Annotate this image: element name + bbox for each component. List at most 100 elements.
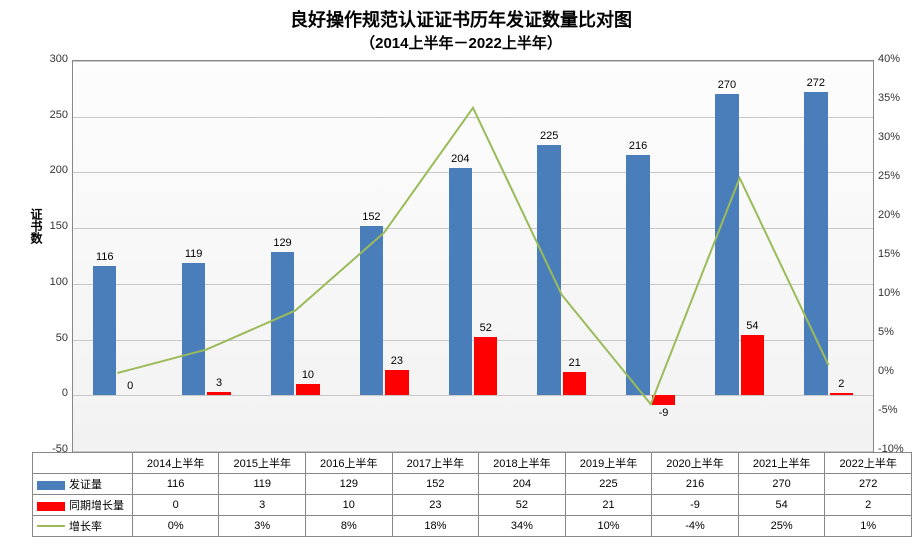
y-axis-left-label: 证书数 bbox=[28, 208, 45, 244]
legend-label: 增长率 bbox=[69, 521, 102, 533]
table-category-header: 2017上半年 bbox=[392, 453, 479, 474]
chart-title: 良好操作规范认证证书历年发证数量比对图 bbox=[0, 0, 922, 32]
table-cell: 34% bbox=[479, 516, 566, 537]
legend-cell: 同期增长量 bbox=[33, 495, 133, 516]
bar-value-label: 204 bbox=[451, 153, 469, 165]
table-cell: 116 bbox=[132, 474, 219, 495]
bar-同期增长量 bbox=[563, 372, 586, 395]
bar-发证量 bbox=[626, 155, 649, 396]
right-tick-label: 30% bbox=[878, 131, 900, 143]
left-tick-label: -50 bbox=[52, 443, 68, 455]
table-row: 增长率0%3%8%18%34%10%-4%25%1% bbox=[33, 516, 912, 537]
table-cell: 54 bbox=[738, 495, 825, 516]
bar-value-label: 23 bbox=[391, 355, 403, 367]
legend-cell: 发证量 bbox=[33, 474, 133, 495]
table-corner-cell bbox=[33, 453, 133, 474]
table-cell: 204 bbox=[479, 474, 566, 495]
right-tick-label: 35% bbox=[878, 92, 900, 104]
bar-value-label: 52 bbox=[480, 322, 492, 334]
table-cell: 21 bbox=[565, 495, 652, 516]
bar-value-label: 119 bbox=[185, 248, 203, 260]
bar-发证量 bbox=[182, 263, 205, 396]
right-tick-label: 25% bbox=[878, 170, 900, 182]
table-cell: 0 bbox=[132, 495, 219, 516]
bar-value-label: 270 bbox=[718, 79, 736, 91]
legend-swatch-icon bbox=[37, 481, 65, 490]
table-category-header: 2016上半年 bbox=[306, 453, 393, 474]
left-tick-label: 0 bbox=[62, 387, 68, 399]
table-category-header: 2018上半年 bbox=[479, 453, 566, 474]
bar-同期增长量 bbox=[207, 392, 230, 395]
bar-value-label: 116 bbox=[96, 251, 114, 263]
bar-发证量 bbox=[93, 266, 116, 395]
table-category-header: 2022上半年 bbox=[825, 453, 912, 474]
bar-value-label: 225 bbox=[540, 130, 558, 142]
data-table: 2014上半年2015上半年2016上半年2017上半年2018上半年2019上… bbox=[32, 452, 912, 537]
legend-label: 同期增长量 bbox=[69, 500, 124, 512]
table-category-header: 2021上半年 bbox=[738, 453, 825, 474]
right-tick-label: 5% bbox=[878, 326, 894, 338]
table-category-header: 2020上半年 bbox=[652, 453, 739, 474]
left-tick-label: 250 bbox=[50, 109, 68, 121]
bar-发证量 bbox=[271, 252, 294, 396]
table-cell: 225 bbox=[565, 474, 652, 495]
table-row: 发证量 116119129152204225216270272 bbox=[33, 474, 912, 495]
right-tick-label: -5% bbox=[878, 404, 898, 416]
right-tick-label: 15% bbox=[878, 248, 900, 260]
table-cell: -9 bbox=[652, 495, 739, 516]
legend-swatch-icon bbox=[37, 525, 65, 527]
bar-value-label: -9 bbox=[659, 407, 669, 419]
right-tick-label: 20% bbox=[878, 209, 900, 221]
table-cell: 52 bbox=[479, 495, 566, 516]
legend-label: 发证量 bbox=[69, 479, 102, 491]
chart-subtitle: （2014上半年－2022上半年） bbox=[0, 32, 922, 53]
table-cell: 2 bbox=[825, 495, 912, 516]
left-tick-label: 300 bbox=[50, 53, 68, 65]
gridline bbox=[73, 228, 873, 229]
bar-发证量 bbox=[804, 92, 827, 395]
table-cell: 25% bbox=[738, 516, 825, 537]
table-header-row: 2014上半年2015上半年2016上半年2017上半年2018上半年2019上… bbox=[33, 453, 912, 474]
table-cell: 216 bbox=[652, 474, 739, 495]
left-tick-label: 200 bbox=[50, 164, 68, 176]
bar-同期增长量 bbox=[385, 370, 408, 396]
table-cell: 152 bbox=[392, 474, 479, 495]
table-row: 同期增长量0310235221-9542 bbox=[33, 495, 912, 516]
bar-发证量 bbox=[537, 145, 560, 396]
table-cell: 270 bbox=[738, 474, 825, 495]
table-category-header: 2014上半年 bbox=[132, 453, 219, 474]
table-category-header: 2015上半年 bbox=[219, 453, 306, 474]
bar-同期增长量 bbox=[652, 395, 675, 405]
left-tick-label: 50 bbox=[56, 332, 68, 344]
right-tick-label: -10% bbox=[878, 443, 904, 455]
table-cell: 10 bbox=[306, 495, 393, 516]
bar-value-label: 54 bbox=[746, 320, 758, 332]
right-tick-label: 40% bbox=[878, 53, 900, 65]
right-tick-label: 10% bbox=[878, 287, 900, 299]
table-cell: 23 bbox=[392, 495, 479, 516]
gridline bbox=[73, 395, 873, 396]
gridline bbox=[73, 61, 873, 62]
left-tick-label: 100 bbox=[50, 276, 68, 288]
bar-同期增长量 bbox=[296, 384, 319, 395]
bar-value-label: 2 bbox=[838, 378, 844, 390]
legend-swatch-icon bbox=[37, 502, 65, 511]
bar-value-label: 272 bbox=[807, 77, 825, 89]
bar-发证量 bbox=[449, 168, 472, 395]
left-tick-label: 150 bbox=[50, 220, 68, 232]
table-cell: 129 bbox=[306, 474, 393, 495]
plot-area: 1161191291522042252162702720310235221-95… bbox=[72, 60, 874, 452]
table-cell: 10% bbox=[565, 516, 652, 537]
bar-value-label: 129 bbox=[273, 237, 291, 249]
bar-同期增长量 bbox=[741, 335, 764, 395]
chart-container: 良好操作规范认证证书历年发证数量比对图 （2014上半年－2022上半年） 证书… bbox=[0, 0, 922, 550]
table-cell: 272 bbox=[825, 474, 912, 495]
table-cell: 3% bbox=[219, 516, 306, 537]
bar-value-label: 216 bbox=[629, 140, 647, 152]
bar-value-label: 3 bbox=[216, 377, 222, 389]
bar-value-label: 10 bbox=[302, 369, 314, 381]
table-cell: 119 bbox=[219, 474, 306, 495]
bar-value-label: 21 bbox=[568, 357, 580, 369]
bar-value-label: 152 bbox=[362, 211, 380, 223]
table-cell: -4% bbox=[652, 516, 739, 537]
